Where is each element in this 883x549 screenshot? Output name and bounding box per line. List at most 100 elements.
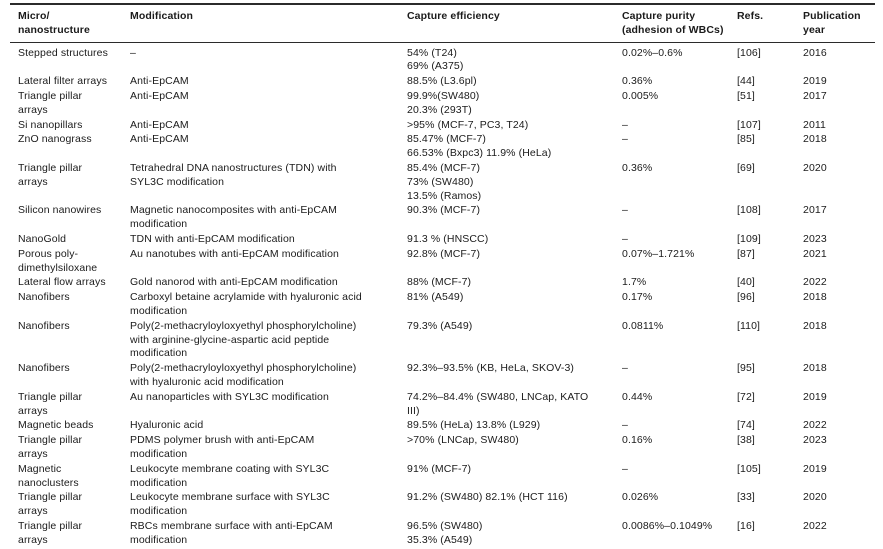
cell-capture-purity: 0.36%	[622, 161, 653, 174]
cell-refs: [44]	[737, 75, 755, 88]
cell-capture-purity: 0.16%	[622, 434, 653, 447]
table-row: Stepped structures – 54% (T24) 69% (A375…	[10, 42, 875, 75]
cell-micro-nanostructure: Lateral flow arrays	[18, 276, 106, 289]
cell-refs: [69]	[737, 161, 755, 174]
cell-refs: [38]	[737, 434, 755, 447]
cell-modification: Leukocyte membrane surface with SYL3C mo…	[130, 491, 330, 518]
col-header-micro-nanostructure: Micro/ nanostructure	[10, 4, 130, 43]
table-row: Magnetic beads Hyaluronic acid 89.5% (He…	[10, 419, 875, 434]
cell-publication-year: 2019	[803, 390, 827, 403]
table-row: Nanofibers Carboxyl betaine acrylamide w…	[10, 291, 875, 320]
capture-summary-table: Micro/ nanostructure Modification Captur…	[10, 3, 875, 549]
col-header-publication-year: Publication year	[803, 4, 875, 43]
table-body: Stepped structures – 54% (T24) 69% (A375…	[10, 42, 875, 549]
cell-capture-efficiency: 85.4% (MCF-7) 73% (SW480) 13.5% (Ramos)	[407, 161, 482, 202]
cell-refs: [107]	[737, 118, 761, 131]
cell-modification: Leukocyte membrane coating with SYL3C mo…	[130, 462, 330, 489]
cell-micro-nanostructure: Stepped structures	[18, 46, 108, 59]
cell-publication-year: 2023	[803, 434, 827, 447]
cell-publication-year: 2020	[803, 161, 827, 174]
cell-micro-nanostructure: Triangle pillar arrays	[18, 390, 83, 417]
cell-modification: Anti-EpCAM	[130, 89, 189, 102]
cell-refs: [109]	[737, 232, 761, 245]
cell-capture-purity: 0.17%	[622, 291, 653, 304]
cell-micro-nanostructure: Triangle pillar arrays	[18, 434, 83, 460]
cell-modification: Poly(2-methacryloyloxyethyl phosphorylch…	[130, 362, 357, 388]
cell-refs: [74]	[737, 419, 755, 432]
cell-capture-purity: –	[622, 204, 628, 217]
cell-modification: –	[130, 46, 136, 59]
cell-publication-year: 2023	[803, 232, 827, 245]
cell-micro-nanostructure: ZnO nanograss	[18, 133, 92, 146]
cell-capture-purity: –	[622, 133, 628, 146]
cell-capture-purity: –	[622, 118, 628, 131]
cell-capture-purity: –	[622, 462, 628, 475]
cell-publication-year: 2022	[803, 419, 827, 432]
cell-capture-purity: 0.026%	[622, 491, 659, 504]
cell-capture-purity: 0.0086%–0.1049%	[622, 519, 713, 532]
cell-modification: Tetrahedral DNA nanostructures (TDN) wit…	[130, 161, 337, 188]
cell-refs: [72]	[737, 390, 755, 403]
cell-micro-nanostructure: Triangle pillar arrays	[18, 491, 83, 518]
cell-capture-purity: –	[622, 232, 628, 245]
cell-capture-efficiency: 90.3% (MCF-7)	[407, 204, 481, 217]
col-header-capture-efficiency: Capture efficiency	[407, 4, 622, 43]
cell-refs: [95]	[737, 362, 755, 375]
cell-micro-nanostructure: Silicon nanowires	[18, 204, 102, 217]
cell-capture-purity: –	[622, 362, 628, 375]
cell-capture-efficiency: 81% (A549)	[407, 291, 464, 304]
cell-publication-year: 2011	[803, 118, 826, 131]
cell-capture-purity: 0.005%	[622, 89, 659, 102]
cell-micro-nanostructure: Nanofibers	[18, 362, 70, 375]
cell-capture-efficiency: 92.8% (MCF-7)	[407, 247, 481, 260]
cell-micro-nanostructure: Lateral filter arrays	[18, 75, 108, 88]
col-header-modification: Modification	[130, 4, 407, 43]
cell-publication-year: 2020	[803, 491, 827, 504]
cell-refs: [40]	[737, 276, 755, 289]
cell-publication-year: 2018	[803, 362, 827, 375]
cell-capture-purity: 0.02%–0.6%	[622, 46, 683, 59]
cell-micro-nanostructure: Triangle pillar arrays	[18, 161, 83, 188]
cell-refs: [85]	[737, 133, 755, 146]
table-row: Triangle pillar arrays Au nanoparticles …	[10, 390, 875, 419]
cell-publication-year: 2016	[803, 46, 827, 59]
table-header: Micro/ nanostructure Modification Captur…	[10, 4, 875, 43]
cell-capture-efficiency: 85.47% (MCF-7) 66.53% (Bxpc3) 11.9% (HeL…	[407, 133, 552, 160]
cell-modification: TDN with anti-EpCAM modification	[130, 232, 295, 245]
cell-publication-year: 2017	[803, 204, 827, 217]
cell-publication-year: 2022	[803, 276, 827, 289]
cell-modification: Anti-EpCAM	[130, 133, 189, 146]
cell-capture-purity: 0.36%	[622, 75, 653, 88]
cell-modification: Poly(2-methacryloyloxyethyl phosphorylch…	[130, 319, 357, 360]
cell-modification: RBCs membrane surface with anti-EpCAM mo…	[130, 519, 333, 546]
cell-publication-year: 2019	[803, 462, 827, 475]
cell-capture-efficiency: 91% (MCF-7)	[407, 462, 472, 475]
cell-capture-efficiency: 89.5% (HeLa) 13.8% (L929)	[407, 419, 541, 432]
table-row: Porous poly- dimethylsiloxane Au nanotub…	[10, 247, 875, 276]
table-row: Lateral filter arrays Anti-EpCAM 88.5% (…	[10, 75, 875, 90]
cell-modification: Anti-EpCAM	[130, 118, 189, 131]
cell-modification: Carboxyl betaine acrylamide with hyaluro…	[130, 291, 362, 317]
col-header-refs: Refs.	[737, 4, 803, 43]
table-row: NanoGold TDN with anti-EpCAM modificatio…	[10, 232, 875, 247]
cell-capture-efficiency: 96.5% (SW480) 35.3% (A549)	[407, 519, 483, 546]
table-row: Triangle pillar arrays Tetrahedral DNA n…	[10, 161, 875, 203]
cell-micro-nanostructure: Magnetic beads	[18, 419, 94, 432]
cell-micro-nanostructure: Nanofibers	[18, 319, 70, 332]
cell-publication-year: 2017	[803, 89, 827, 102]
cell-modification: Gold nanorod with anti-EpCAM modificatio…	[130, 276, 338, 289]
cell-capture-efficiency: >70% (LNCap, SW480)	[407, 434, 519, 447]
cell-capture-purity: 0.0811%	[622, 319, 664, 332]
cell-capture-efficiency: 79.3% (A549)	[407, 319, 473, 332]
cell-refs: [110]	[737, 319, 761, 332]
table-row: Triangle pillar arrays PDMS polymer brus…	[10, 434, 875, 463]
col-header-capture-purity: Capture purity (adhesion of WBCs)	[622, 4, 737, 43]
cell-micro-nanostructure: Magnetic nanoclusters	[18, 462, 79, 489]
cell-micro-nanostructure: NanoGold	[18, 232, 67, 245]
cell-capture-efficiency: 54% (T24) 69% (A375)	[407, 46, 464, 73]
cell-refs: [87]	[737, 247, 755, 260]
table-row: Nanofibers Poly(2-methacryloyloxyethyl p…	[10, 319, 875, 361]
cell-capture-efficiency: 92.3%–93.5% (KB, HeLa, SKOV-3)	[407, 362, 575, 375]
cell-modification: Au nanoparticles with SYL3C modification	[130, 390, 329, 403]
